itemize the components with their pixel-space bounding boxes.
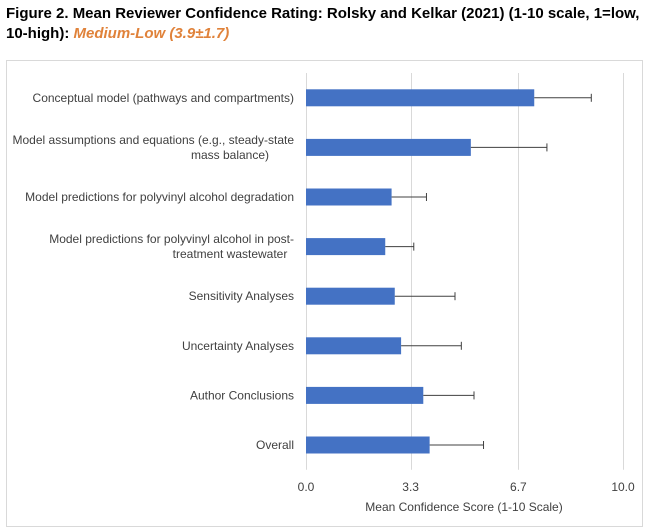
confidence-rating: Medium-Low (3.9±1.7) [73,25,230,42]
x-tick-labels: 0.0 3.3 6.7 10.0 [298,480,635,494]
bar [306,89,535,107]
bar [306,436,430,454]
category-label: Conceptual model (pathways and compartme… [33,91,294,105]
bar [306,138,471,156]
x-tick-label: 6.7 [510,480,527,494]
category-label: Sensitivity Analyses [189,289,294,303]
bar [306,287,395,305]
figure-title: Figure 2. Mean Reviewer Confidence Ratin… [6,4,642,44]
category-label: Model predictions for polyvinyl alcohol … [25,190,294,204]
category-label: Model predictions for polyvinyl alcohol … [49,232,294,261]
x-tick-label: 3.3 [402,480,419,494]
bar [306,386,424,404]
bar [306,238,386,256]
error-bars [385,93,592,449]
bar [306,337,402,355]
category-label: Overall [256,438,294,452]
category-labels: Conceptual model (pathways and compartme… [13,91,295,452]
figure-title-main: Mean Reviewer Confidence Rating: Rolsky … [6,5,640,42]
x-axis-title: Mean Confidence Score (1-10 Scale) [365,500,562,514]
bar [306,188,392,206]
figure-label: Figure 2. [6,5,69,22]
category-label: Model assumptions and equations (e.g., s… [13,133,295,162]
x-tick-label: 0.0 [298,480,315,494]
x-tick-label: 10.0 [611,480,635,494]
bars [306,89,535,454]
category-label: Author Conclusions [190,388,294,402]
category-label: Uncertainty Analyses [182,339,294,353]
